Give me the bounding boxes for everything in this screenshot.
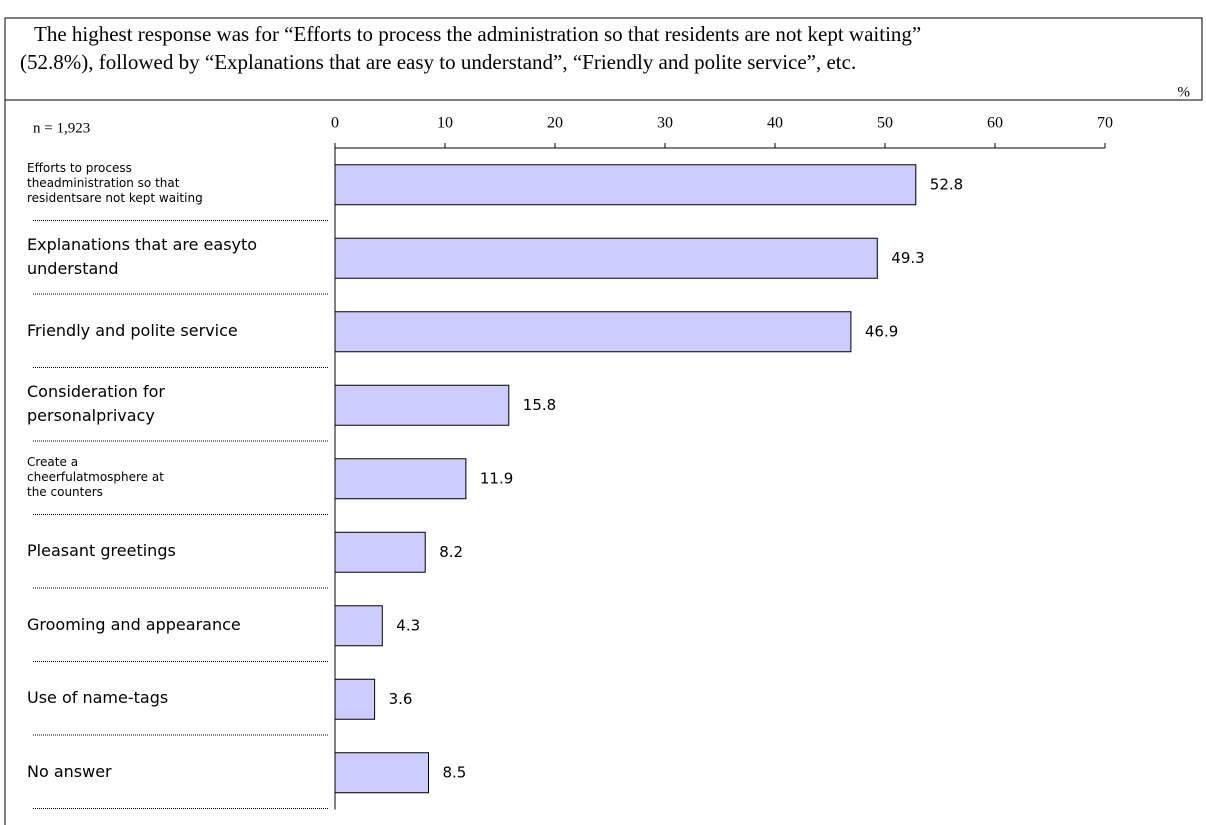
subtitle: The highest response was for “Efforts to… — [20, 22, 922, 74]
category-label: Use of name-tags — [27, 688, 169, 708]
value-label: 3.6 — [389, 690, 413, 708]
category-label: Grooming and appearance — [27, 614, 241, 634]
x-tick-label: 70 — [1097, 115, 1113, 132]
bar — [334, 752, 429, 794]
category-label: Pleasant greetings — [27, 541, 176, 561]
text-box — [4, 17, 1203, 101]
category-label: Friendly and polite service — [27, 320, 238, 340]
category-box: No answer — [27, 761, 112, 781]
bar — [334, 458, 467, 500]
category-label: Efforts to process theadministration so … — [27, 161, 203, 206]
category-label: No answer — [27, 761, 112, 781]
category-box: Create a cheerfulatmosphere at the count… — [27, 455, 164, 500]
value-label: 11.9 — [480, 469, 513, 487]
subtitle-box: The highest response was for “Efforts to… — [20, 22, 922, 74]
value-label: 4.3 — [396, 616, 420, 634]
bar — [334, 164, 917, 206]
category-box: Explanations that are easyto understand — [27, 235, 258, 279]
bar — [334, 678, 376, 720]
category-box: Efforts to process theadministration so … — [27, 161, 203, 206]
value-label: 46.9 — [865, 322, 898, 340]
bar — [334, 531, 426, 573]
category-label: Explanations that are easyto understand — [27, 235, 258, 279]
value-label: 52.8 — [930, 175, 963, 193]
category-box: Consideration for personalprivacy — [27, 382, 165, 426]
sample-size: n = 1,923 — [33, 120, 90, 136]
category-box: Use of name-tags — [27, 688, 169, 708]
category-box: Friendly and polite service — [27, 320, 238, 340]
x-tick-label: 50 — [877, 115, 893, 132]
x-tick-label: 0 — [331, 115, 339, 132]
category-label: Create a cheerfulatmosphere at the count… — [27, 455, 164, 500]
value-label: 49.3 — [891, 249, 924, 267]
unit-label: % — [1178, 84, 1191, 100]
value-label: 15.8 — [523, 396, 556, 414]
bar — [334, 605, 383, 647]
x-tick-label: 10 — [437, 115, 453, 132]
x-tick-label: 30 — [657, 115, 673, 132]
value-label: 8.2 — [439, 543, 463, 561]
x-tick-label: 20 — [547, 115, 563, 132]
x-tick-label: 40 — [767, 115, 783, 132]
bar — [334, 237, 878, 279]
category-box: Grooming and appearance — [27, 614, 241, 634]
x-tick-label: 60 — [987, 115, 1003, 132]
bar — [334, 311, 852, 353]
category-label: Consideration for personalprivacy — [27, 382, 165, 426]
category-box: Pleasant greetings — [27, 541, 176, 561]
value-label: 8.5 — [443, 763, 467, 781]
bar — [334, 384, 510, 426]
